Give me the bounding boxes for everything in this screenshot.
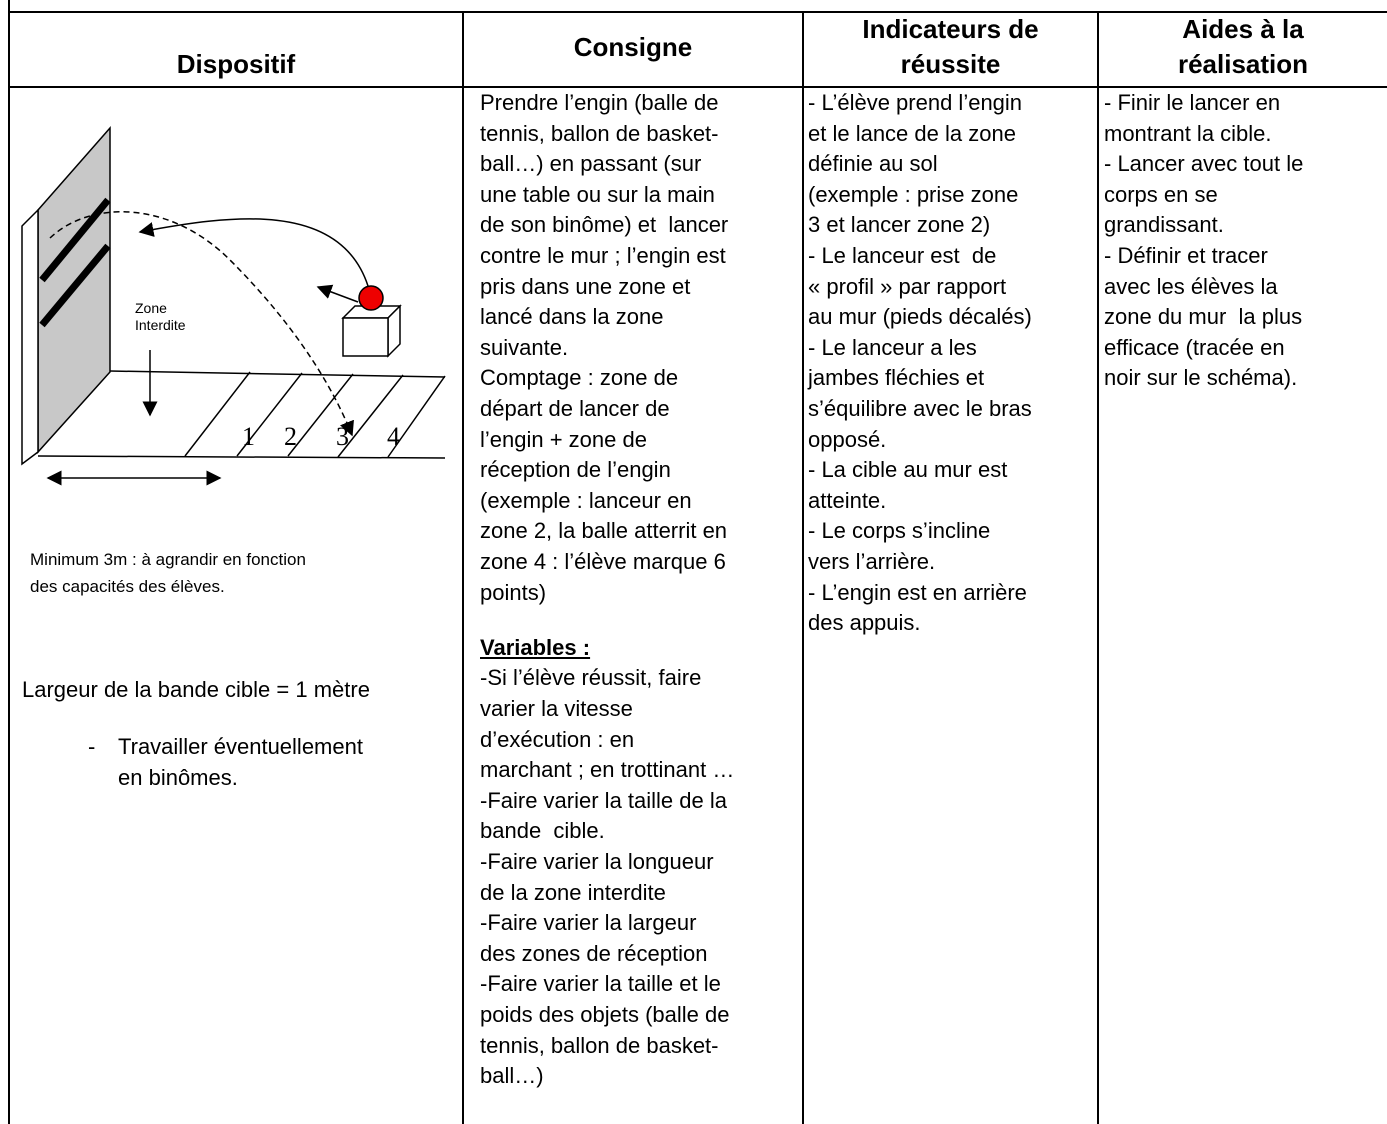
text: - Le lanceur est de bbox=[808, 243, 997, 268]
text: réception de l’engin bbox=[480, 457, 671, 483]
subheading: Variables : bbox=[480, 634, 591, 660]
zone-number: 2 bbox=[284, 422, 297, 451]
text: Prendre l’engin (balle de bbox=[480, 90, 719, 115]
text: -Faire varier la longueur bbox=[480, 849, 714, 874]
text: l’engin + zone de bbox=[480, 426, 647, 452]
text: ball…) bbox=[480, 1063, 544, 1089]
text: ball…) en passant (sur bbox=[480, 151, 702, 177]
text: en binômes. bbox=[118, 764, 238, 790]
header: réussite bbox=[900, 49, 1001, 79]
text: - Le lanceur a les bbox=[808, 334, 977, 360]
text: tennis, ballon de basket- bbox=[480, 120, 719, 146]
text: Largeur de la bande cible = 1 mètre bbox=[22, 677, 370, 702]
text: atteinte. bbox=[808, 487, 887, 513]
target-band bbox=[39, 243, 111, 328]
zone-number: 1 bbox=[242, 422, 255, 451]
text: de la zone interdite bbox=[480, 879, 666, 905]
ground bbox=[37, 455, 446, 459]
text: noir sur le schéma). bbox=[1104, 365, 1298, 391]
text: poids des objets (balle de bbox=[480, 1002, 730, 1027]
text: zone 4 : l’élève marque 6 bbox=[480, 549, 726, 574]
text: Comptage : zone de bbox=[480, 365, 679, 391]
text: points) bbox=[480, 579, 547, 605]
text: suivante. bbox=[480, 334, 569, 360]
text: marchant ; en trottinant … bbox=[480, 757, 735, 783]
text: départ de lancer de bbox=[480, 396, 670, 421]
text: des appuis. bbox=[808, 610, 921, 636]
text: - Le corps s’incline bbox=[808, 518, 991, 544]
text: (exemple : lanceur en bbox=[480, 487, 692, 513]
header: Aides à la bbox=[1182, 14, 1304, 44]
text: tennis, ballon de basket- bbox=[480, 1032, 719, 1058]
bullet: - bbox=[88, 734, 96, 759]
text: s’équilibre avec le bras bbox=[808, 396, 1032, 421]
text: une table ou sur la main bbox=[480, 181, 715, 207]
text: définie au sol bbox=[808, 151, 938, 177]
arrow bbox=[316, 284, 359, 303]
text: efficace (tracée en bbox=[1104, 334, 1285, 360]
rule bbox=[1097, 11, 1099, 1124]
text: montrant la cible. bbox=[1104, 120, 1272, 146]
header: Consigne bbox=[573, 32, 693, 62]
text: grandissant. bbox=[1104, 212, 1224, 238]
text: 3 et lancer zone 2) bbox=[808, 212, 991, 238]
header: réalisation bbox=[1177, 49, 1309, 79]
text: varier la vitesse bbox=[480, 696, 633, 721]
text: zone 2, la balle atterrit en bbox=[480, 518, 728, 544]
text: pris dans une zone et bbox=[480, 273, 691, 299]
target-band bbox=[39, 197, 111, 283]
ball bbox=[358, 285, 384, 311]
text: - L’engin est en arrière bbox=[808, 579, 1027, 605]
text: - Finir le lancer en bbox=[1104, 90, 1281, 115]
zone-number: 3 bbox=[336, 422, 349, 451]
zone-numbers: 1 2 3 4 bbox=[242, 422, 400, 451]
zone-label: Zone bbox=[135, 300, 167, 316]
diagram: Zone Interdite 1 2 3 4 bbox=[21, 126, 446, 486]
rule bbox=[8, 0, 10, 1124]
box bbox=[341, 304, 402, 358]
zones bbox=[184, 371, 446, 458]
text: au mur (pieds décalés) bbox=[808, 304, 1032, 330]
text: « profil » par rapport bbox=[808, 273, 1007, 299]
text: vers l’arrière. bbox=[808, 549, 936, 574]
text: contre le mur ; l’engin est bbox=[480, 243, 726, 268]
zone-label: Interdite bbox=[135, 317, 186, 333]
text: avec les élèves la bbox=[1104, 273, 1278, 299]
trajectory bbox=[49, 211, 354, 437]
header: Dispositif bbox=[176, 49, 296, 79]
text: Travailler éventuellement bbox=[118, 734, 363, 759]
rule bbox=[802, 11, 804, 1124]
text: d’exécution : en bbox=[480, 726, 635, 752]
zone-number: 4 bbox=[387, 422, 400, 451]
text: lancé dans la zone bbox=[480, 304, 664, 330]
note: des capacités des élèves. bbox=[30, 577, 225, 596]
text: de son binôme) et lancer bbox=[480, 212, 729, 238]
text: - Lancer avec tout le bbox=[1104, 151, 1304, 177]
text: des zones de réception bbox=[480, 940, 708, 966]
text: zone du mur la plus bbox=[1104, 304, 1303, 330]
text: -Faire varier la largeur bbox=[480, 910, 697, 936]
trajectory bbox=[138, 218, 369, 287]
text: opposé. bbox=[808, 426, 887, 452]
text: et le lance de la zone bbox=[808, 120, 1016, 146]
wall-edge bbox=[21, 208, 39, 466]
text: bande cible. bbox=[480, 818, 605, 844]
text: -Faire varier la taille de la bbox=[480, 787, 727, 813]
text: - La cible au mur est bbox=[808, 457, 1008, 483]
rule bbox=[462, 11, 464, 1124]
text: - Définir et tracer bbox=[1104, 243, 1268, 268]
ground bbox=[109, 370, 446, 378]
text: (exemple : prise zone bbox=[808, 181, 1019, 207]
note: Minimum 3m : à agrandir en fonction bbox=[30, 550, 306, 569]
rule bbox=[8, 11, 1387, 13]
text: - L’élève prend l’engin bbox=[808, 90, 1023, 115]
header: Indicateurs de bbox=[862, 14, 1039, 44]
text: -Faire varier la taille et le bbox=[480, 971, 721, 997]
text: jambes fléchies et bbox=[808, 365, 985, 391]
text: corps en se bbox=[1104, 181, 1218, 207]
rule bbox=[8, 86, 1387, 88]
text: -Si l’élève réussit, faire bbox=[480, 665, 702, 691]
